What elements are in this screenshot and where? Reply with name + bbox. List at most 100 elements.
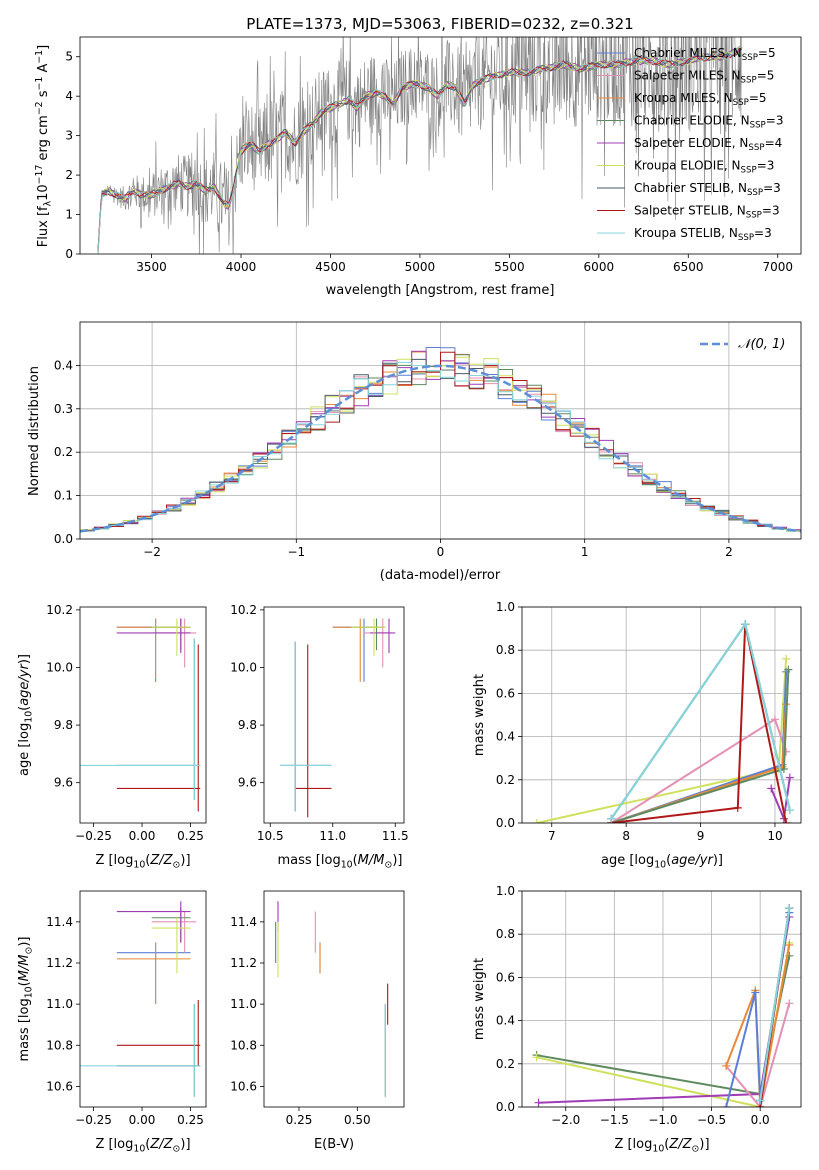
weight_vs_age-point-marker: [779, 765, 788, 773]
weight_vs_Z-frame: [521, 890, 802, 1108]
mass_vs_Z-ytick-label: 11.0: [46, 997, 73, 1011]
residuals-xtick-label: 2: [725, 545, 733, 559]
weight_vs_Z-xtick-label: −2.0: [551, 1113, 580, 1127]
mass_vs_EBV-panel: 0.25 0.50 10.6 10.8 11.0 11.2 11.4 E(B-V): [230, 890, 405, 1152]
weight_vs_age-point-marker: [767, 784, 776, 793]
weight_vs_Z-series-line: [725, 1003, 791, 1107]
weight_vs_Z-ytick-label: 0.0: [496, 1100, 515, 1114]
weight_vs_age-ytick-label: 0.0: [496, 816, 515, 830]
age_vs_Z-xtick-label: 0.00: [129, 829, 156, 843]
weight_vs_Z-ytick-label: 0.6: [496, 970, 515, 984]
mass_vs_EBV-ytick-label: 11.2: [230, 956, 257, 970]
mass_vs_Z-panel: −0.25 0.00 0.25 10.6 10.8 11.0 11.2 11.4 Z [log1…: [17, 890, 207, 1154]
weight_vs_age-ylabel: mass weight: [472, 674, 487, 756]
spectrum-legend-label: Salpeter STELIB, NSSP=3: [634, 204, 780, 221]
spectrum-ytick-label: 4: [65, 89, 73, 103]
spectrum-xtick-label: 4000: [226, 260, 257, 274]
mass_vs_EBV-xtick-label: 0.25: [286, 1113, 313, 1127]
mass_vs_Z-ytick-label: 10.6: [46, 1079, 73, 1093]
weight_vs_Z-point-marker: [751, 988, 760, 997]
weight_vs_age-ytick-label: 0.2: [496, 773, 515, 787]
weight_vs_age-ytick-label: 0.4: [496, 730, 515, 744]
spectrum-legend-label: Chabrier MILES, NSSP=5: [634, 46, 776, 63]
weight_vs_Z-plot-area: [532, 904, 794, 1107]
spectrum-xtick-label: 6000: [584, 260, 615, 274]
mass_vs_Z-ytick-label: 11.2: [46, 956, 73, 970]
residuals-ytick-label: 0.4: [54, 358, 73, 372]
weight_vs_age-point-marker: [782, 654, 791, 663]
weight_vs_Z-point-marker: [756, 1096, 765, 1105]
weight_vs_age-point-marker: [733, 803, 742, 812]
weight_vs_Z-point-marker: [722, 1103, 731, 1107]
spectrum-xtick-label: 6500: [673, 260, 704, 274]
spectrum-legend-label: Kroupa ELODIE, NSSP=3: [634, 159, 774, 176]
residuals-ytick-label: 0.1: [54, 489, 73, 503]
residuals-histogram-step: [80, 362, 801, 532]
spectrum-xtick-label: 7000: [762, 260, 793, 274]
spectrum-xtick-label: 5500: [494, 260, 525, 274]
mass_vs_Z-ytick-label: 11.4: [46, 915, 73, 929]
mass_vs_Z-ytick-label: 10.8: [46, 1038, 73, 1052]
weight_vs_age-point-marker: [785, 773, 794, 782]
spectrum-legend-label: Salpeter MILES, NSSP=5: [634, 69, 774, 86]
weight_vs_Z-ytick-label: 1.0: [496, 884, 515, 898]
weight_vs_Z-point-marker: [785, 904, 794, 913]
age_vs_Z-ytick-label: 9.8: [54, 718, 73, 732]
age_vs_mass-xlabel: mass [log10(M/M⊙)]: [278, 853, 403, 870]
age_vs_Z-xtick-label: 0.25: [177, 829, 204, 843]
mass_vs_Z-plot-area: [80, 901, 201, 1097]
residuals-xtick-label: −2: [143, 545, 161, 559]
spectrum-legend-label: Kroupa STELIB, NSSP=3: [634, 226, 772, 243]
residuals-xtick-label: 1: [581, 545, 589, 559]
spectrum-legend-label: Salpeter ELODIE, NSSP=4: [634, 136, 782, 153]
age_vs_Z-frame: [79, 606, 207, 824]
age_vs_mass-frame: [263, 606, 405, 824]
weight_vs_age-xlabel: age [log10(age/yr)]: [601, 853, 723, 870]
weight_vs_age-point-marker: [782, 819, 791, 823]
weight_vs_age-xtick-label: 9: [697, 829, 705, 843]
spectrum-ytick-label: 3: [65, 129, 73, 143]
mass_vs_EBV-ytick-label: 10.8: [230, 1038, 257, 1052]
residuals-xtick-label: 0: [437, 545, 445, 559]
mass_vs_Z-xlabel: Z [log10(Z/Z⊙)]: [95, 1137, 190, 1154]
weight_vs_age-xtick-label: 10: [767, 829, 782, 843]
weight_vs_age-ytick-label: 0.6: [496, 686, 515, 700]
mass_vs_EBV-xlabel: E(B-V): [314, 1137, 354, 1152]
residuals-gauss-curve: [80, 364, 801, 533]
age_vs_Z-xtick-label: −0.25: [75, 829, 112, 843]
spectrum-ylabel: Flux [fλ10−17 erg cm−2 s−1 A−1]: [34, 45, 53, 247]
age_vs_mass-ytick-label: 10.0: [230, 660, 257, 674]
spectrum-plot-area: [97, 37, 743, 254]
weight_vs_age-series-line: [536, 658, 788, 823]
mass_vs_EBV-ytick-label: 11.0: [230, 997, 257, 1011]
weight_vs_Z-ytick-label: 0.4: [496, 1014, 515, 1028]
residuals-frame: [79, 321, 802, 540]
weight_vs_Z-xtick-label: 0.0: [751, 1113, 770, 1127]
weight_vs_Z-xlabel: Z [log10(Z/Z⊙)]: [614, 1137, 709, 1154]
mass_vs_EBV-plot-area: [275, 901, 389, 1097]
weight_vs_age-xtick-label: 7: [548, 829, 556, 843]
spectrum-frame: [79, 36, 802, 255]
age_vs_mass-plot-area: [280, 618, 396, 818]
weight_vs_age-point-marker: [784, 665, 793, 674]
mass_vs_EBV-ytick-label: 11.4: [230, 915, 257, 929]
age_vs_mass-xtick-label: 11.5: [382, 829, 409, 843]
weight_vs_Z-ytick-label: 0.8: [496, 927, 515, 941]
weight_vs_age-point-marker: [607, 814, 616, 823]
weight_vs_Z-point-marker: [785, 999, 794, 1008]
age_vs_Z-ytick-label: 9.6: [54, 776, 73, 790]
weight_vs_age-series-line: [610, 717, 788, 823]
weight_vs_age-plot-area: [532, 620, 794, 823]
mass_vs_EBV-frame: [263, 890, 405, 1108]
spectrum-ytick-label: 2: [65, 168, 73, 182]
weight_vs_age-point-marker: [785, 806, 794, 815]
residuals-panel: −2 −1 0 1 2 0.0 0.1 0.2 0.3 0.4 𝒩(0, 1) (data-model…: [27, 321, 802, 583]
weight_vs_age-point-marker: [741, 620, 750, 629]
residuals-plot-area: [80, 347, 801, 533]
spectrum-xlabel: wavelength [Angstrom, rest frame]: [326, 283, 555, 298]
age_vs_mass-panel: 10.5 11.0 11.5 9.6 9.8 10.0 10.2 mass [log10(M/…: [230, 603, 408, 870]
spectrum-xtick-label: 3500: [136, 260, 167, 274]
residuals-xtick-label: −1: [287, 545, 305, 559]
spectrum-legend-label: Kroupa MILES, NSSP=5: [634, 91, 767, 108]
weight_vs_Z-xtick-label: −1.0: [648, 1113, 677, 1127]
